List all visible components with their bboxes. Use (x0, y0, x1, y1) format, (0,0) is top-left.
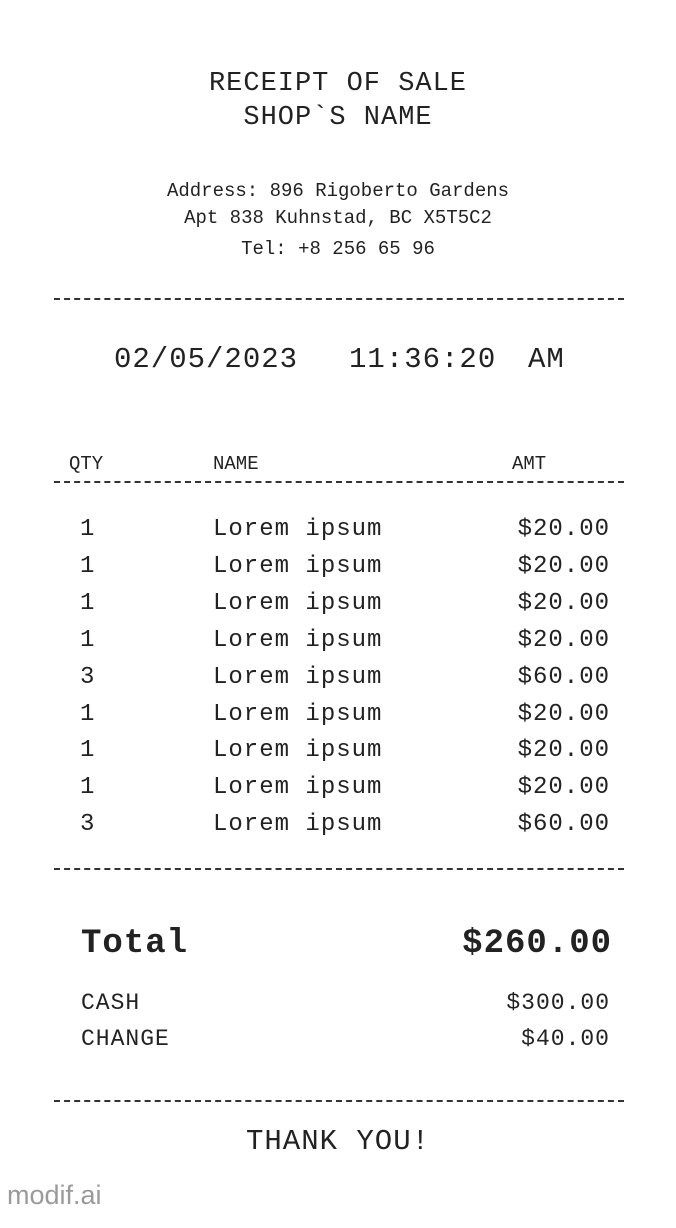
item-qty: 1 (80, 627, 95, 654)
item-amount: $20.00 (517, 774, 610, 801)
list-item: 3 Lorem ipsum $60.00 (0, 811, 676, 848)
item-name: Lorem ipsum (213, 701, 383, 728)
list-item: 3 Lorem ipsum $60.00 (0, 664, 676, 701)
total-label: Total (81, 925, 189, 963)
item-name: Lorem ipsum (213, 553, 383, 580)
receipt-date: 02/05/2023 (114, 343, 299, 376)
item-qty: 1 (80, 553, 95, 580)
item-amount: $60.00 (517, 664, 610, 691)
list-item: 1 Lorem ipsum $20.00 (0, 774, 676, 811)
item-amount: $20.00 (517, 737, 610, 764)
list-item: 1 Lorem ipsum $20.00 (0, 627, 676, 664)
divider-header (54, 481, 624, 483)
item-amount: $20.00 (517, 553, 610, 580)
item-qty: 1 (80, 516, 95, 543)
item-name: Lorem ipsum (213, 774, 383, 801)
cash-value: $300.00 (506, 990, 610, 1016)
item-name: Lorem ipsum (213, 516, 383, 543)
receipt-time: 11:36:20 (349, 343, 497, 376)
divider-top (54, 298, 624, 300)
item-name: Lorem ipsum (213, 811, 383, 838)
list-item: 1 Lorem ipsum $20.00 (0, 553, 676, 590)
thank-you-message: THANK YOU! (245, 1125, 431, 1158)
change-value: $40.00 (521, 1026, 610, 1052)
item-qty: 1 (80, 774, 95, 801)
address-line-1: Address: 896 Rigoberto Gardens (166, 180, 510, 202)
item-qty: 1 (80, 737, 95, 764)
shop-name: SHOP`S NAME (243, 103, 433, 133)
item-name: Lorem ipsum (213, 664, 383, 691)
item-name: Lorem ipsum (213, 627, 383, 654)
divider-items (54, 868, 624, 870)
list-item: 1 Lorem ipsum $20.00 (0, 701, 676, 738)
phone-line: Tel: +8 256 65 96 (241, 238, 435, 260)
list-item: 1 Lorem ipsum $20.00 (0, 590, 676, 627)
item-amount: $20.00 (517, 701, 610, 728)
item-name: Lorem ipsum (213, 737, 383, 764)
receipt-title: RECEIPT OF SALE (208, 69, 468, 99)
item-qty: 3 (80, 664, 95, 691)
item-amount: $20.00 (517, 627, 610, 654)
item-qty: 1 (80, 590, 95, 617)
divider-bottom (54, 1100, 624, 1102)
item-name: Lorem ipsum (213, 590, 383, 617)
cash-label: CASH (81, 990, 141, 1016)
list-item: 1 Lorem ipsum $20.00 (0, 516, 676, 553)
item-qty: 1 (80, 701, 95, 728)
list-item: 1 Lorem ipsum $20.00 (0, 737, 676, 774)
receipt-ampm: AM (528, 343, 565, 376)
column-qty: QTY (69, 453, 104, 475)
item-amount: $60.00 (517, 811, 610, 838)
column-amt: AMT (512, 453, 547, 475)
total-value: $260.00 (462, 925, 612, 963)
column-name: NAME (213, 453, 259, 475)
brand-watermark: modif.ai (7, 1180, 102, 1210)
item-amount: $20.00 (517, 516, 610, 543)
item-amount: $20.00 (517, 590, 610, 617)
address-line-2: Apt 838 Kuhnstad, BC X5T5C2 (184, 207, 492, 229)
change-label: CHANGE (81, 1026, 170, 1052)
item-qty: 3 (80, 811, 95, 838)
